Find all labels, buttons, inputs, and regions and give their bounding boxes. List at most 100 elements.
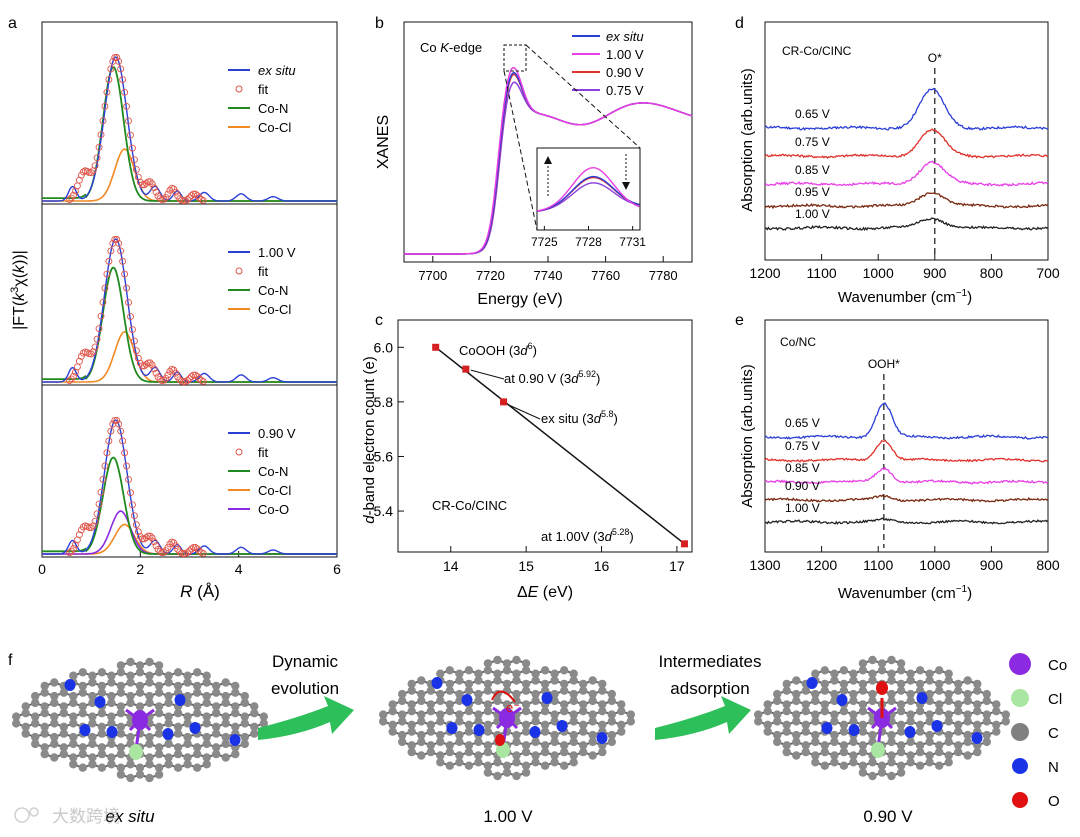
- carbon-atom: [954, 727, 963, 736]
- carbon-atom: [560, 666, 569, 675]
- graphene-sheet-090v: [754, 655, 1010, 781]
- fit-point: [142, 534, 150, 542]
- carbon-atom: [531, 676, 540, 685]
- carbon-atom: [944, 717, 953, 726]
- panel-a-subpanel-090v: 0.90 V fit Co-N Co-Cl Co-O: [42, 417, 337, 558]
- inset-xtick-label: 7728: [575, 235, 602, 249]
- carbon-atom: [50, 719, 59, 728]
- nitrogen-atom: [806, 677, 818, 689]
- e-trace-0: [764, 402, 1049, 440]
- carbon-atom: [173, 743, 183, 752]
- carbon-atom: [126, 691, 135, 701]
- a-xtick-label: 2: [136, 561, 144, 577]
- b-xtick-label: 7740: [534, 268, 563, 283]
- carbon-atom: [116, 681, 126, 691]
- carbon-atom: [512, 669, 521, 678]
- atom-legend: Co Cl CNO: [1009, 653, 1067, 810]
- carbon-atom: [550, 758, 559, 767]
- carbon-atom: [531, 737, 540, 747]
- fit-point: [129, 144, 136, 152]
- carbon-atom: [560, 741, 569, 750]
- carbon-atom: [896, 747, 906, 757]
- carbon-atom: [954, 679, 963, 689]
- carbon-atom: [474, 751, 483, 760]
- carbon-atom: [569, 710, 578, 719]
- carbon-atom: [588, 751, 597, 760]
- carbon-atom: [540, 720, 550, 729]
- carbon-atom: [455, 737, 464, 747]
- fit-point: [95, 143, 103, 151]
- carbon-atom: [540, 747, 550, 757]
- e-xtick-label: 900: [980, 557, 1004, 573]
- fit-point: [150, 184, 158, 192]
- fit-point: [77, 171, 85, 179]
- e-trace-label-0: 0.65 V: [785, 416, 820, 430]
- carbon-atom: [398, 689, 407, 699]
- fit-point: [144, 532, 152, 540]
- carbon-atom: [173, 749, 183, 759]
- carbon-atom: [40, 722, 49, 731]
- carbon-atom: [540, 707, 550, 716]
- carbon-atom: [839, 720, 849, 729]
- fit-point: [160, 548, 168, 556]
- carbon-atom: [839, 686, 849, 695]
- nitrogen-atom: [162, 728, 174, 740]
- carbon-atom: [792, 676, 801, 685]
- carbon-atom: [954, 720, 963, 729]
- legend-atom-cl: [1011, 689, 1029, 707]
- panel-d-frame: [764, 21, 1049, 261]
- carbon-atom: [483, 659, 493, 668]
- carbon-atom: [417, 737, 426, 747]
- carbon-atom: [88, 691, 97, 701]
- carbon-atom: [88, 671, 97, 680]
- carbon-atom: [598, 747, 607, 757]
- carbon-atom: [925, 717, 934, 726]
- panel-b-curves: [404, 66, 693, 255]
- carbon-atom: [887, 676, 896, 685]
- legend-atom-label-n: N: [1048, 759, 1059, 776]
- watermark-logo: [14, 807, 30, 823]
- legend-label-0: 0.90 V: [258, 426, 296, 441]
- carbon-atom: [193, 709, 202, 718]
- carbon-atom: [69, 712, 78, 721]
- carbon-atom: [126, 773, 135, 783]
- carbon-atom: [839, 761, 849, 770]
- panel-c: d-band electron count (e) ΔE (eV) CR-Co/…: [361, 319, 693, 601]
- fit-point: [91, 162, 99, 170]
- carbon-atom: [992, 720, 1001, 729]
- fit-point: [70, 545, 77, 553]
- carbon-atom: [896, 700, 906, 709]
- nitrogen-atom: [106, 726, 118, 738]
- carbon-atom: [183, 739, 192, 749]
- carbon-atom: [512, 737, 521, 747]
- carbon-atom: [512, 676, 521, 685]
- fit-point: [66, 196, 73, 203]
- carbon-atom: [483, 700, 493, 709]
- carbon-atom: [607, 717, 616, 726]
- fit-point: [191, 371, 199, 379]
- carbon-atom: [97, 709, 107, 718]
- carbon-atom: [69, 691, 78, 701]
- carbon-atom: [483, 666, 493, 675]
- carbon-atom: [107, 698, 116, 708]
- fit-point: [93, 510, 101, 518]
- carbon-atom: [474, 758, 483, 767]
- carbon-atom: [782, 741, 791, 750]
- carbon-atom: [483, 727, 493, 736]
- carbon-atom: [906, 669, 915, 678]
- carbon-atom: [154, 763, 164, 772]
- carbon-atom: [560, 686, 569, 695]
- carbon-atom: [868, 730, 877, 740]
- co-n-curve: [42, 266, 337, 383]
- caption-exsitu: ex situ: [105, 807, 155, 826]
- carbon-atom: [50, 753, 59, 762]
- c-annot-2: ex situ (3d5.8): [541, 409, 618, 426]
- legend-atom-co: [1009, 653, 1031, 675]
- caption-100v: 1.00 V: [483, 807, 533, 826]
- carbon-atom: [963, 696, 972, 706]
- carbon-atom: [69, 719, 78, 728]
- carbon-atom: [212, 702, 221, 711]
- carbon-atom: [925, 676, 934, 685]
- carbon-atom: [626, 717, 635, 726]
- carbon-atom: [820, 761, 829, 770]
